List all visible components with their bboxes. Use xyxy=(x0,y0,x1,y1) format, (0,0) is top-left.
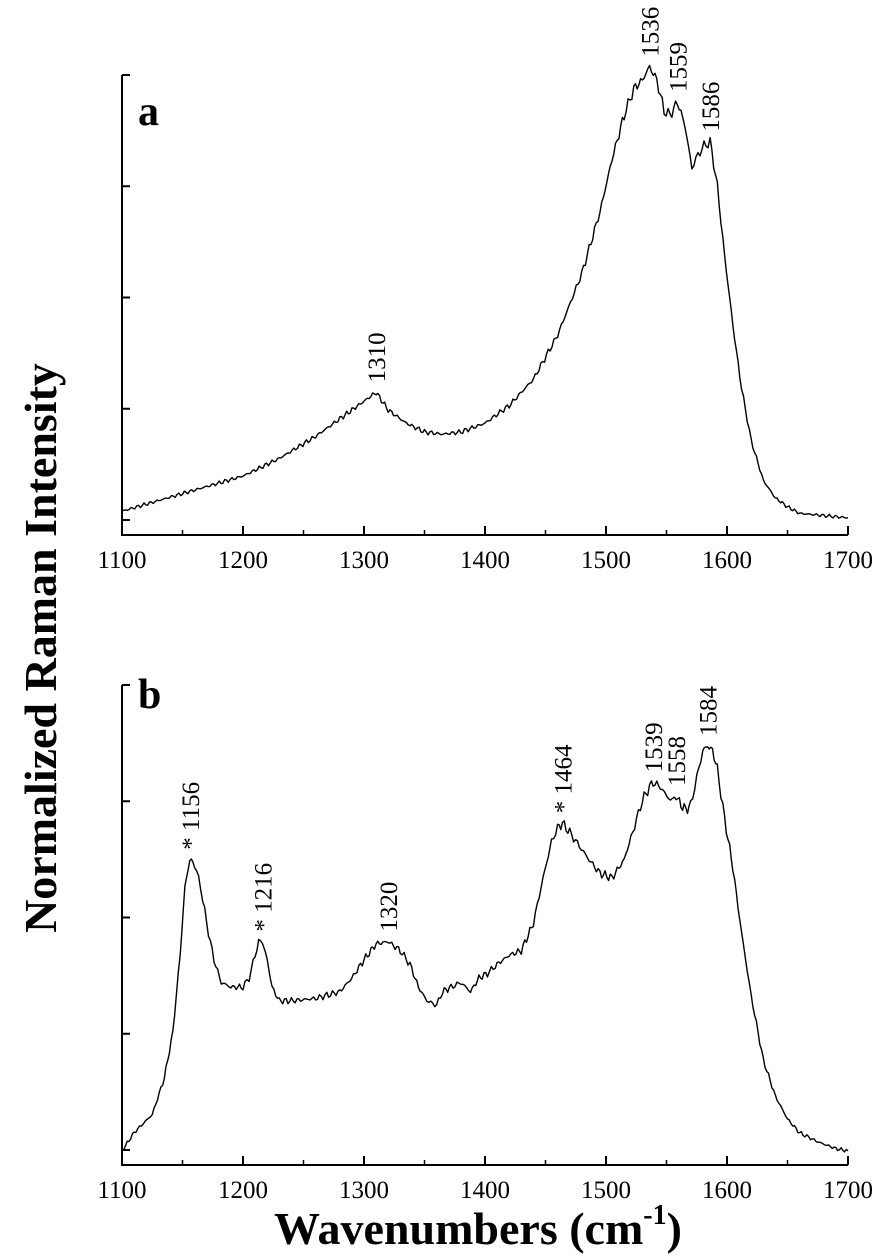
spectrum-line xyxy=(121,64,849,519)
x-tick-label: 1200 xyxy=(218,1177,268,1204)
x-axis-title-superscript: -1 xyxy=(643,1200,666,1231)
x-tick-label: 1300 xyxy=(339,547,389,574)
y-axis-title: Normalized Raman Intensity xyxy=(15,363,66,933)
panel-b: 1100 1200 1300 1400 1500 1600 1700 b * 1156 * 121… xyxy=(97,672,873,1204)
x-tick-label: 1200 xyxy=(218,547,268,574)
peak-label: 1539 xyxy=(641,722,668,772)
x-tick-label: 1600 xyxy=(702,1177,752,1204)
peak-label: 1558 xyxy=(664,736,691,786)
x-tick-label: 1500 xyxy=(581,1177,631,1204)
peak-label: 1559 xyxy=(665,42,692,92)
x-axis-title: Wavenumbers (cm-1) xyxy=(274,1200,682,1254)
panel-a: 1100 1200 1300 1400 1500 1600 1700 a 1310 1536155… xyxy=(97,7,873,574)
x-tick-label: 1700 xyxy=(823,1177,873,1204)
peak-label: 1536 xyxy=(638,7,665,57)
peak-label: * 1216 xyxy=(250,863,277,932)
peak-label: * 1156 xyxy=(178,782,205,850)
peak-label: 1310 xyxy=(364,332,391,382)
axes-frame xyxy=(121,685,848,1166)
panel-letter: b xyxy=(138,672,161,718)
peak-label: * 1464 xyxy=(550,744,577,813)
x-tick-label: 1300 xyxy=(339,1177,389,1204)
x-tick-label: 1100 xyxy=(97,547,146,574)
peak-label: 1320 xyxy=(376,882,403,932)
x-tick-label: 1500 xyxy=(581,547,631,574)
x-tick-label: 1100 xyxy=(97,1177,146,1204)
x-tick-label: 1400 xyxy=(460,547,510,574)
peak-label: 1584 xyxy=(696,686,723,737)
axes-frame xyxy=(121,75,848,536)
x-axis-title-close: ) xyxy=(667,1203,682,1254)
spectrum-line xyxy=(121,746,849,1153)
peak-label: 1586 xyxy=(698,82,725,132)
panel-letter: a xyxy=(138,89,159,135)
x-tick-label: 1700 xyxy=(823,547,873,574)
x-tick-label: 1400 xyxy=(460,1177,510,1204)
x-axis-title-main: Wavenumbers (cm xyxy=(274,1203,643,1254)
x-tick-label: 1600 xyxy=(702,547,752,574)
